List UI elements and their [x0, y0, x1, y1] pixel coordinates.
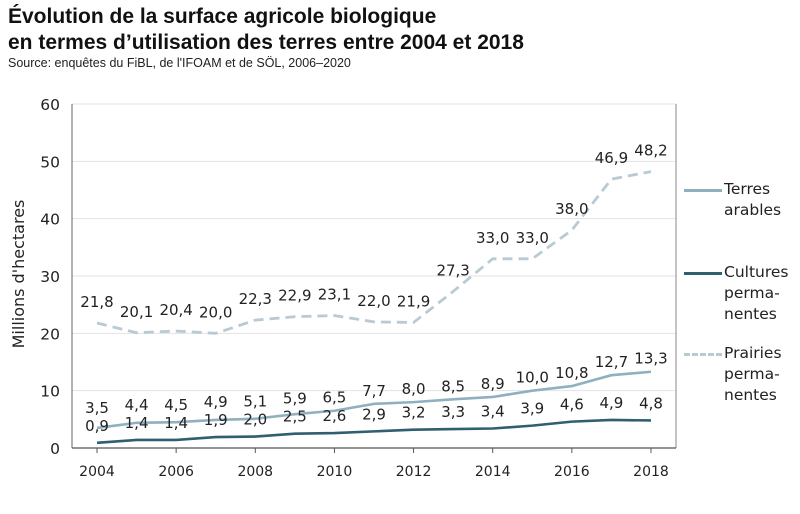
data-label: 3,2 — [402, 404, 426, 422]
legend-label-prairies-permanentes: Prairies perma- nentes — [724, 343, 782, 406]
y-tick-label: 40 — [40, 211, 60, 229]
data-label: 2,0 — [243, 411, 267, 429]
data-label: 0,9 — [85, 417, 109, 435]
data-label: 21,9 — [397, 292, 430, 310]
data-label: 48,2 — [634, 142, 667, 160]
legend-label-terres-arables: Terres arables — [724, 179, 781, 221]
y-axis-label: Millions d'hectares — [9, 200, 28, 349]
data-label: 20,1 — [120, 303, 153, 321]
chart-title-line-2: en termes d’utilisation des terres entre… — [8, 31, 524, 54]
x-tick-label: 2004 — [79, 464, 115, 480]
data-label: 10,0 — [516, 369, 549, 387]
chart-title-line-1: Évolution de la surface agricole biologi… — [8, 5, 437, 28]
legend-label-line: perma- — [724, 284, 780, 302]
data-label: 8,9 — [481, 375, 505, 393]
data-label: 22,3 — [239, 290, 272, 308]
data-label: 38,0 — [555, 200, 588, 218]
data-label: 5,9 — [283, 390, 307, 408]
x-tick-label: 2008 — [237, 464, 273, 480]
data-label: 27,3 — [436, 261, 469, 279]
data-label: 13,3 — [634, 350, 667, 368]
data-label: 46,9 — [595, 149, 628, 167]
data-label: 33,0 — [476, 229, 509, 247]
chart-title: Évolution de la surface agricole biologi… — [8, 4, 524, 56]
data-label: 20,4 — [159, 301, 192, 319]
data-label: 20,0 — [199, 303, 232, 321]
data-label: 6,5 — [322, 389, 346, 407]
data-label: 4,5 — [164, 396, 188, 414]
data-label: 33,0 — [516, 229, 549, 247]
data-label: 3,3 — [441, 403, 465, 421]
y-tick-label: 30 — [40, 268, 60, 286]
y-tick-label: 20 — [40, 325, 60, 343]
data-label: 3,4 — [481, 403, 505, 421]
legend-label-line: Cultures — [724, 263, 789, 281]
x-tick-label: 2006 — [158, 464, 194, 480]
legend-label-line: arables — [724, 201, 782, 219]
legend-swatch-cultures-permanentes — [684, 272, 722, 275]
legend-label-line: Prairies — [724, 344, 782, 362]
y-tick-label: 50 — [40, 153, 60, 171]
series-line-cultures-permanentes — [96, 418, 652, 445]
chart-source: Source: enquêtes du FiBL, de l'IFOAM et … — [8, 56, 351, 70]
data-label: 4,9 — [204, 393, 228, 411]
data-label: 1,4 — [164, 414, 188, 432]
data-label: 8,5 — [441, 377, 465, 395]
data-label: 3,9 — [520, 400, 544, 418]
series-line-prairies-permanentes — [96, 170, 652, 335]
x-tick-label: 2016 — [554, 464, 590, 480]
data-label: 2,6 — [322, 407, 346, 425]
legend-label-line: perma- — [724, 365, 780, 383]
data-label: 21,8 — [80, 293, 113, 311]
data-label: 4,6 — [560, 396, 584, 414]
data-label: 5,1 — [243, 393, 267, 411]
data-label: 4,9 — [599, 394, 623, 412]
data-label: 23,1 — [318, 286, 351, 304]
data-label: 22,9 — [278, 287, 311, 305]
data-label: 3,5 — [85, 399, 109, 417]
data-label: 4,4 — [125, 396, 149, 414]
data-label: 2,5 — [283, 408, 307, 426]
data-label: 1,9 — [204, 411, 228, 429]
legend-label-line: nentes — [724, 386, 777, 404]
data-label: 22,0 — [357, 292, 390, 310]
x-tick-label: 2012 — [396, 464, 432, 480]
x-tick-label: 2014 — [475, 464, 511, 480]
y-tick-label: 0 — [50, 440, 60, 458]
legend-swatch-prairies-permanentes — [684, 353, 722, 356]
y-tick-label: 60 — [40, 96, 60, 114]
data-label: 4,8 — [639, 394, 663, 412]
data-label: 8,0 — [402, 380, 426, 398]
series-line-terres-arables — [96, 370, 652, 430]
data-label: 7,7 — [362, 382, 386, 400]
legend-label-line: Terres — [724, 180, 771, 198]
data-label: 2,9 — [362, 405, 386, 423]
data-label: 12,7 — [595, 353, 628, 371]
data-label: 10,8 — [555, 364, 588, 382]
legend-label-cultures-permanentes: Cultures perma- nentes — [724, 262, 789, 325]
x-tick-label: 2018 — [633, 464, 669, 480]
legend-label-line: nentes — [724, 305, 777, 323]
y-tick-label: 10 — [40, 383, 60, 401]
data-label: 1,4 — [125, 414, 149, 432]
x-tick-label: 2010 — [317, 464, 353, 480]
legend-swatch-terres-arables — [684, 189, 722, 192]
